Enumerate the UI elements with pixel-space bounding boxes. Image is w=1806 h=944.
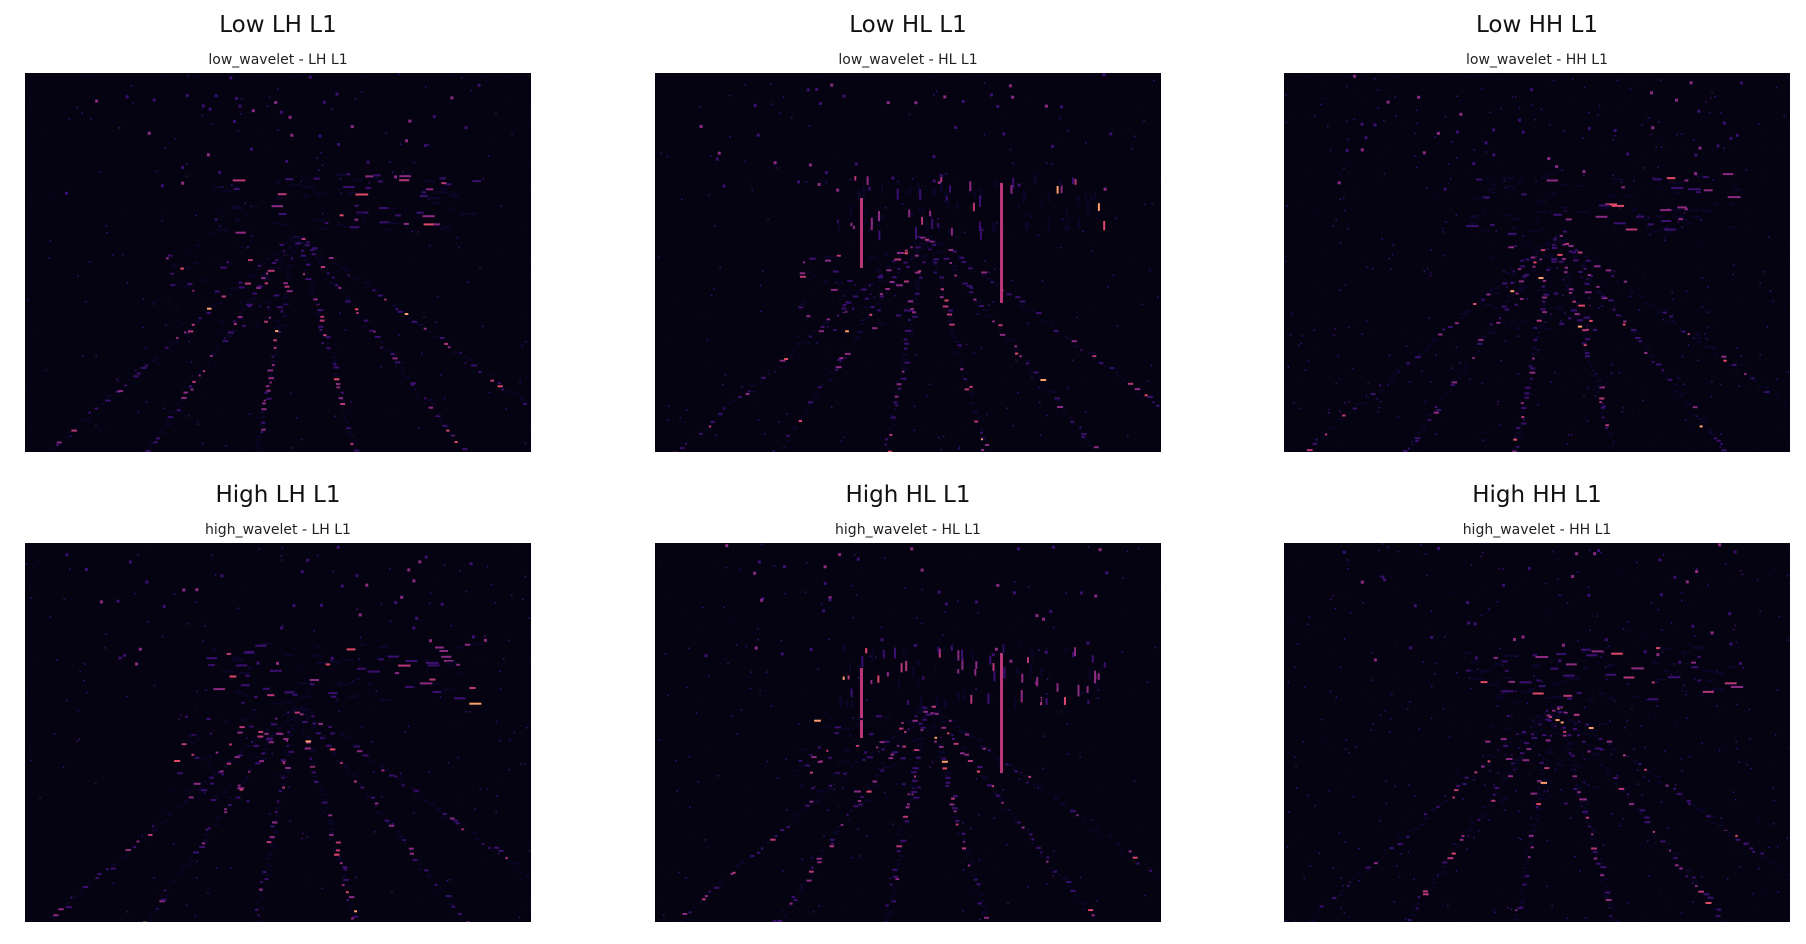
panel-title: Low HL L1 <box>849 12 967 38</box>
panel-subtitle: low_wavelet - HL L1 <box>838 52 978 68</box>
panel-title: Low HH L1 <box>1476 12 1598 38</box>
wavelet-image-low-hh <box>1284 73 1790 452</box>
wavelet-image-high-lh <box>25 543 531 922</box>
panel-title: Low LH L1 <box>219 12 337 38</box>
wavelet-image-low-lh <box>25 73 531 452</box>
panel-subtitle: high_wavelet - LH L1 <box>205 522 351 538</box>
wavelet-image-high-hh <box>1284 543 1790 922</box>
panel-subtitle: low_wavelet - LH L1 <box>208 52 348 68</box>
panel-title: High HL L1 <box>845 482 971 508</box>
panel-title: High LH L1 <box>215 482 341 508</box>
panel-subtitle: high_wavelet - HH L1 <box>1462 522 1612 538</box>
panel-title: High HH L1 <box>1472 482 1602 508</box>
panel-subtitle: low_wavelet - HH L1 <box>1466 52 1608 68</box>
panel-subtitle: high_wavelet - HL L1 <box>835 522 981 538</box>
wavelet-image-low-hl <box>655 73 1161 452</box>
wavelet-image-high-hl <box>655 543 1161 922</box>
